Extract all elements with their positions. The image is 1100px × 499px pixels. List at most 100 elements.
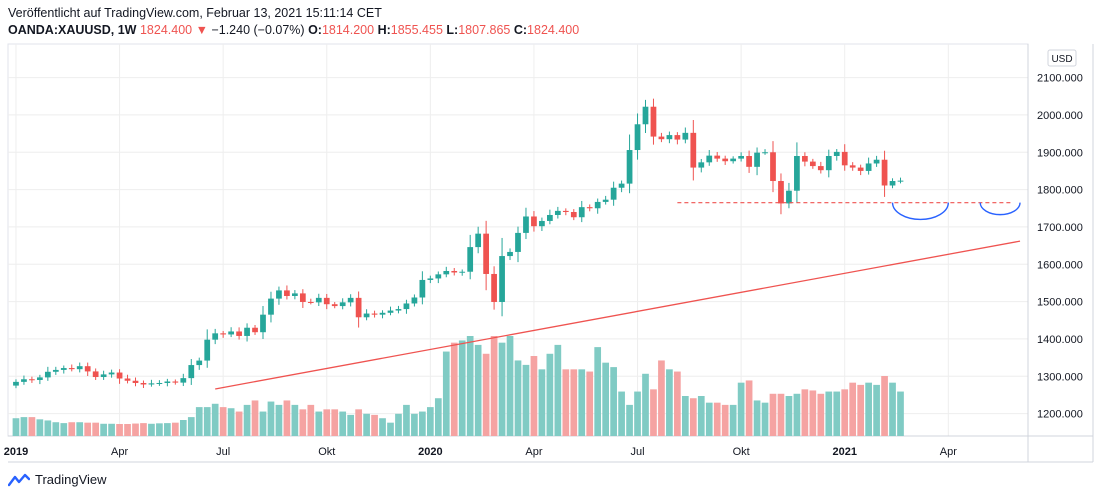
x-tick-label: 2019 (4, 446, 28, 458)
brand-name: TradingView (35, 472, 107, 487)
candle-body (642, 106, 649, 125)
volume-bar (251, 400, 259, 436)
candle-body (315, 297, 322, 303)
y-tick-label: 1400.000 (1037, 334, 1083, 346)
volume-bar (219, 407, 227, 436)
currency-label: USD (1051, 54, 1072, 65)
candle-body (666, 135, 673, 140)
volume-bar (339, 411, 347, 436)
volume-bar (315, 411, 323, 436)
candle-body (475, 233, 482, 248)
candle-body (746, 156, 752, 167)
y-tick-label: 2000.000 (1037, 110, 1083, 122)
candle-body (220, 333, 227, 335)
candle-body (539, 220, 545, 227)
candle-body (180, 378, 187, 383)
y-tick-label: 1600.000 (1037, 259, 1083, 271)
volume-bar (291, 404, 299, 436)
volume-bar (156, 423, 163, 436)
candle-body (427, 278, 434, 280)
candle-body (714, 155, 721, 159)
candle-body (809, 161, 816, 167)
footer: TradingView (8, 472, 107, 487)
volume-bar (52, 422, 60, 436)
candle-body (212, 333, 219, 340)
candle-body (37, 377, 43, 380)
volume-bar (674, 371, 681, 436)
candle-body (132, 380, 139, 383)
volume-bar (681, 396, 689, 436)
candle-body (554, 210, 561, 215)
volume-bar (713, 402, 721, 436)
open-label: O: (308, 23, 322, 37)
symbol-line: OANDA:XAUUSD, 1W 1824.400 ▼ −1.240 (−0.0… (8, 23, 579, 37)
x-tick-label: Apr (525, 446, 542, 458)
candle-body (228, 331, 234, 335)
volume-bar (235, 411, 243, 436)
volume-bar (76, 422, 84, 436)
volume-bar (865, 382, 872, 436)
candle-body (403, 303, 410, 310)
candle-body (762, 152, 768, 154)
volume-bar (411, 413, 418, 436)
x-tick-label: 2020 (418, 446, 442, 458)
symbol-label: OANDA:XAUUSD, 1W (8, 23, 137, 37)
volume-bar (387, 422, 394, 436)
candle-body (260, 314, 266, 333)
x-tick-label: Apr (940, 446, 957, 458)
candle-body (467, 247, 474, 272)
low-label: L: (446, 23, 459, 37)
volume-bar (793, 393, 801, 436)
price-chart[interactable]: 2100.000 2000.000 1900.000 1800.000 1700.000… (0, 0, 1100, 470)
volume-bar (395, 413, 402, 436)
candle-body (602, 199, 609, 202)
candle-body (738, 156, 744, 159)
candle-body (339, 302, 346, 307)
volume-bar (164, 423, 171, 436)
volume-bar (347, 414, 355, 436)
candle-body (284, 290, 290, 296)
volume-bar (116, 424, 123, 436)
volume-bar (570, 369, 578, 436)
candle-body (435, 274, 442, 279)
volume-bar (132, 423, 139, 436)
candle-body (586, 207, 593, 209)
volume-bar (689, 398, 697, 436)
volume-bar (602, 362, 610, 436)
volume-bar (267, 401, 275, 436)
volume-bar (506, 336, 514, 436)
candle-body (236, 331, 242, 336)
volume-bar (68, 422, 76, 436)
candle-body (419, 279, 426, 298)
volume-bar (889, 382, 896, 436)
candle-body (60, 368, 67, 370)
candle-body (634, 124, 641, 151)
volume-bar (227, 408, 235, 436)
candle-body (618, 183, 625, 188)
candle-body (730, 158, 737, 162)
volume-bar (753, 400, 761, 436)
candle-body (148, 383, 155, 385)
volume-bar (514, 360, 522, 436)
candle-body (196, 360, 203, 366)
volume-bar (530, 356, 538, 436)
candle-body (156, 382, 163, 384)
volume-bar (881, 376, 888, 436)
candle-body (443, 270, 450, 275)
volume-bar (187, 417, 195, 436)
candle-body (698, 162, 705, 168)
volume-bar (12, 418, 20, 436)
candle-body (292, 293, 298, 296)
candle-body (833, 151, 840, 156)
volume-bar (203, 407, 211, 436)
candle-body (164, 381, 171, 383)
volume-bar (538, 369, 546, 436)
volume-bar (283, 400, 291, 436)
volume-bar (833, 391, 841, 436)
y-tick-label: 1300.000 (1037, 371, 1083, 383)
x-tick-label: Okt (733, 446, 750, 458)
candle-body (108, 372, 115, 375)
candle-body (515, 232, 521, 252)
candle-body (594, 201, 601, 209)
candle-body (507, 251, 513, 257)
